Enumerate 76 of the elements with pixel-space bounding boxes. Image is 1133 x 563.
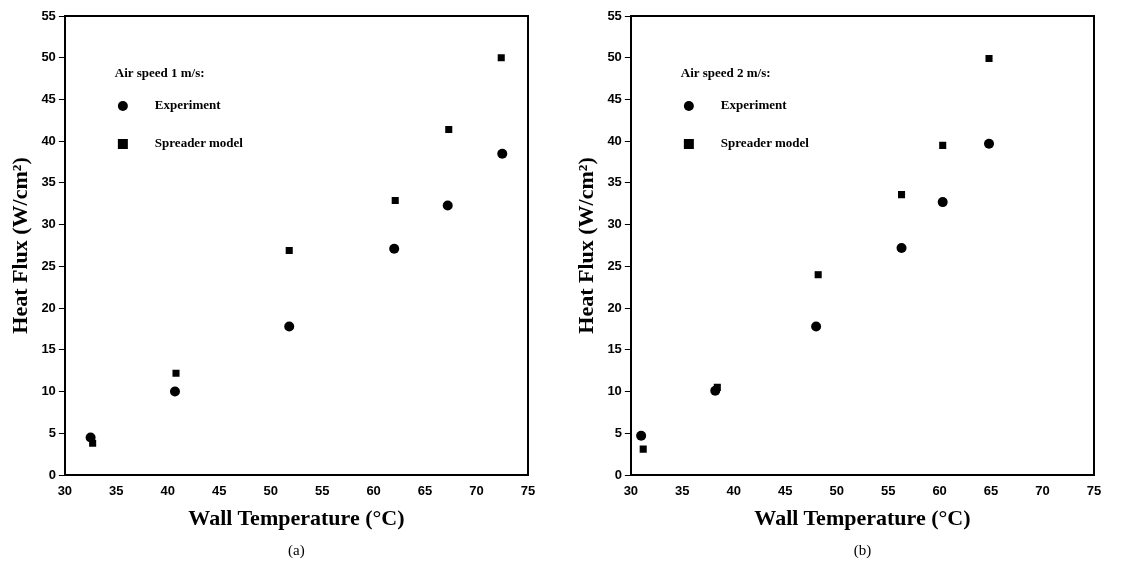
y-tick-label: 40 <box>607 132 622 148</box>
y-tick-label: 30 <box>607 216 622 232</box>
x-tick-label: 65 <box>417 483 433 499</box>
x-axis-title: Wall Temperature (°C) <box>754 505 971 531</box>
y-tick-label: 0 <box>48 466 56 482</box>
point <box>937 197 948 208</box>
y-tick-label: 30 <box>41 216 56 232</box>
x-tick-label: 75 <box>1086 483 1102 499</box>
x-tick-label: 55 <box>880 483 896 499</box>
y-tick-label: 50 <box>41 49 56 65</box>
y-tick-label: 5 <box>614 424 622 440</box>
y-tick-label: 40 <box>41 132 56 148</box>
x-tick-label: 75 <box>520 483 536 499</box>
y-tick-label: 5 <box>48 424 56 440</box>
point <box>284 321 295 332</box>
y-tick-label: 50 <box>607 49 622 65</box>
legend-title: Air speed 1 m/s: <box>114 65 205 81</box>
x-tick-label: 60 <box>932 483 947 499</box>
y-axis-title: Heat Flux (W/cm²) <box>6 157 32 334</box>
point <box>814 271 822 279</box>
x-tick-label: 45 <box>778 483 793 499</box>
y-tick-label: 25 <box>41 257 56 273</box>
point <box>985 55 993 63</box>
y-tick-label: 20 <box>41 299 56 315</box>
point <box>391 196 399 204</box>
x-tick-label: 35 <box>109 483 124 499</box>
legend-label: Spreader model <box>720 135 810 151</box>
point <box>713 383 721 391</box>
point <box>445 125 453 134</box>
point <box>172 369 180 377</box>
y-tick-label: 35 <box>607 174 622 190</box>
text: (b) <box>853 542 872 560</box>
x-tick-label: 60 <box>366 483 381 499</box>
x-tick-label: 70 <box>1035 483 1050 499</box>
point <box>389 243 400 254</box>
x-tick-label: 35 <box>675 483 690 499</box>
point <box>896 243 907 253</box>
x-axis-title: Wall Temperature (°C) <box>188 505 405 531</box>
y-tick-label: 10 <box>607 383 622 399</box>
x-tick-label: 40 <box>160 483 176 499</box>
point <box>285 246 293 255</box>
x-tick-label: 40 <box>726 483 742 499</box>
legend-label: Experiment <box>720 97 788 113</box>
point <box>811 321 822 332</box>
point <box>169 386 180 397</box>
y-tick-label: 15 <box>41 341 56 357</box>
y-tick-label: 45 <box>607 91 622 107</box>
text: (a) <box>288 542 305 560</box>
y-tick-label: 35 <box>41 174 56 190</box>
point <box>497 148 508 159</box>
y-tick-label: 10 <box>41 383 56 399</box>
y-tick-label: 55 <box>41 7 56 23</box>
point <box>639 445 647 453</box>
point <box>984 138 995 149</box>
x-tick-label: 65 <box>983 483 999 499</box>
point <box>497 54 505 62</box>
y-tick-label: 45 <box>41 91 56 107</box>
x-tick-label: 55 <box>314 483 330 499</box>
x-tick-label: 45 <box>212 483 227 499</box>
point <box>636 430 647 441</box>
point <box>442 200 453 211</box>
x-tick-label: 50 <box>829 483 844 499</box>
point <box>939 141 947 149</box>
x-tick-label: 50 <box>263 483 278 499</box>
y-axis-title: Heat Flux (W/cm²) <box>572 157 598 334</box>
legend-label: Spreader model <box>154 135 244 151</box>
x-tick-label: 70 <box>469 483 484 499</box>
y-tick-label: 55 <box>607 7 622 23</box>
point <box>898 191 906 199</box>
y-tick-label: 15 <box>607 341 622 357</box>
y-tick-label: 0 <box>614 466 622 482</box>
y-tick-label: 25 <box>607 257 622 273</box>
legend-label: Experiment <box>154 97 222 113</box>
legend-title: Air speed 2 m/s: <box>680 65 771 81</box>
point <box>89 439 97 447</box>
y-tick-label: 20 <box>607 299 622 315</box>
